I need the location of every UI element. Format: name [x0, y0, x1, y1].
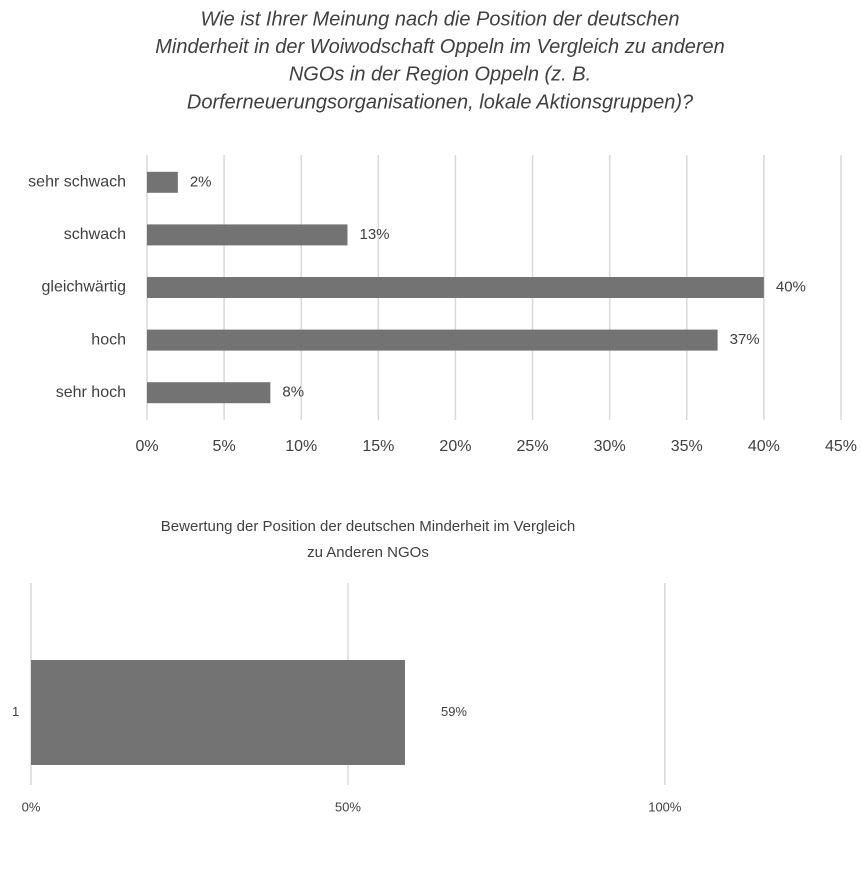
- chart-title: NGOs in der Region Oppeln (z. B.: [289, 64, 591, 86]
- x-tick-label: 10%: [285, 438, 317, 455]
- data-label: 59%: [441, 704, 467, 719]
- bar: [31, 660, 405, 765]
- y-tick-label: sehr hoch: [56, 384, 126, 401]
- x-tick-label: 5%: [213, 438, 236, 455]
- bar: [147, 171, 178, 193]
- data-label: 40%: [776, 278, 806, 295]
- chart-title: Wie ist Ihrer Meinung nach die Position …: [201, 8, 680, 30]
- bar: [147, 277, 764, 298]
- x-tick-label: 25%: [517, 438, 549, 455]
- y-tick-label: schwach: [64, 226, 126, 243]
- chart-title: Bewertung der Position der deutschen Min…: [161, 518, 575, 535]
- bar: [147, 329, 718, 351]
- chart-title: Dorferneuerungsorganisationen, lokale Ak…: [187, 91, 694, 113]
- chart-title: zu Anderen NGOs: [307, 544, 429, 561]
- data-label: 37%: [730, 331, 760, 348]
- x-tick-label: 0%: [135, 438, 158, 455]
- x-tick-label: 15%: [362, 438, 394, 455]
- data-label: 8%: [282, 384, 304, 401]
- x-tick-label: 0%: [22, 799, 41, 814]
- x-tick-label: 40%: [748, 438, 780, 455]
- data-label: 13%: [359, 226, 389, 243]
- x-tick-label: 100%: [648, 799, 682, 814]
- x-tick-label: 20%: [439, 438, 471, 455]
- x-tick-label: 30%: [594, 438, 626, 455]
- bar: [147, 382, 271, 404]
- chart-title: Minderheit in der Woiwodschaft Oppeln im…: [155, 36, 725, 58]
- y-tick-label: hoch: [91, 331, 126, 348]
- x-tick-label: 35%: [671, 438, 703, 455]
- y-tick-label: sehr schwach: [28, 174, 126, 191]
- data-label: 2%: [190, 173, 212, 190]
- x-tick-label: 45%: [825, 438, 857, 455]
- y-tick-label: gleichwärtig: [42, 279, 126, 296]
- x-tick-label: 50%: [335, 799, 361, 814]
- bar: [147, 224, 348, 246]
- y-tick-label: 1: [12, 704, 19, 719]
